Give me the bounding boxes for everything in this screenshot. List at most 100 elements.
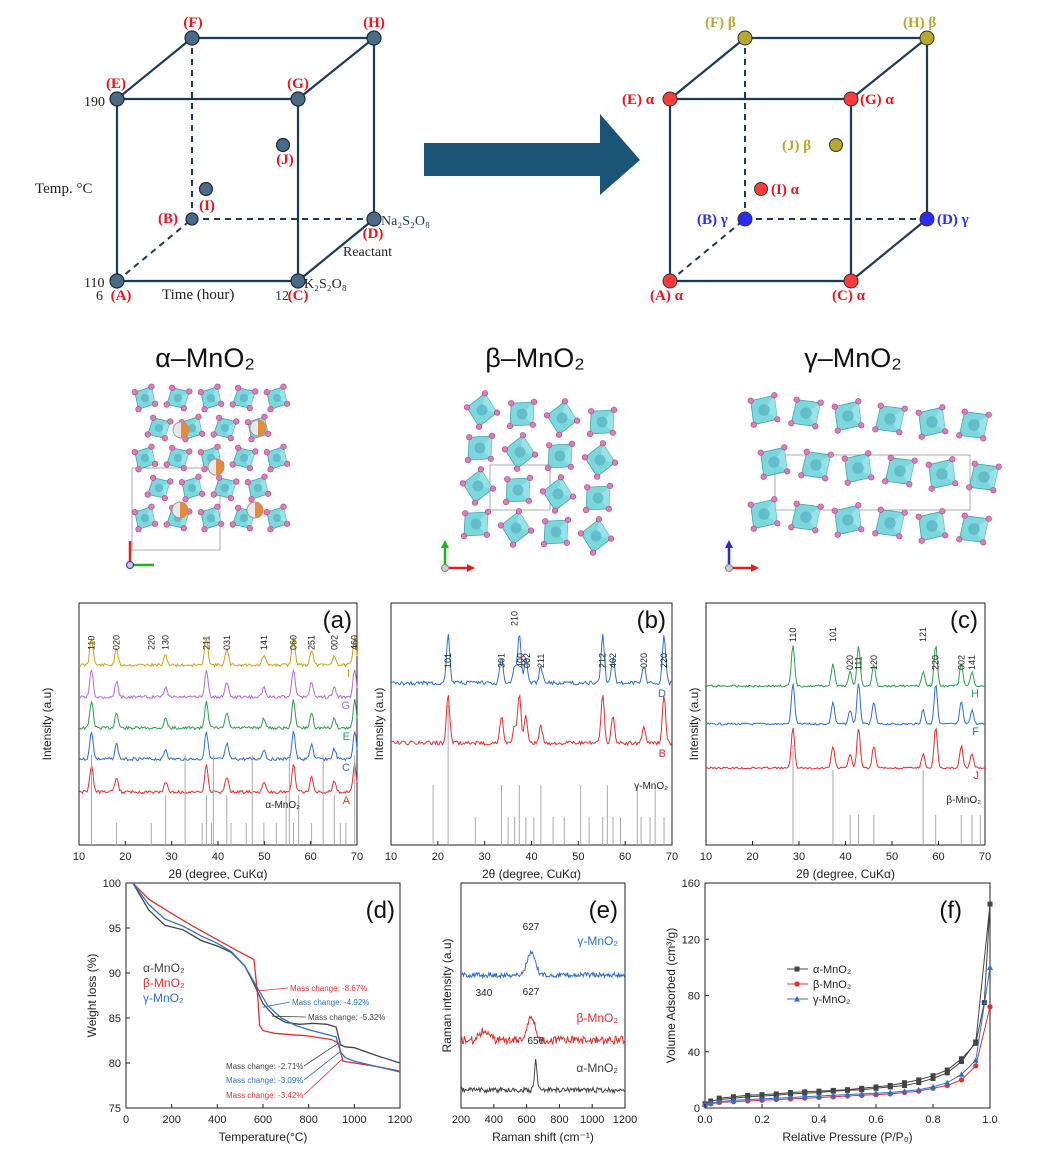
mn-atom — [926, 416, 938, 428]
o-atom — [152, 520, 159, 527]
octahedron-face — [602, 410, 614, 433]
mn-atom — [154, 423, 164, 433]
peak-label: 110 — [788, 628, 798, 642]
panel-label-f: (f) — [939, 897, 962, 924]
octahedron-face — [816, 454, 831, 479]
octahedron-face — [932, 407, 946, 432]
y-axis-label: Intensity (a.u) — [687, 688, 701, 761]
o-atom — [589, 549, 597, 556]
mn-atom — [272, 393, 282, 403]
x-tick-label: 1200 — [613, 1114, 637, 1126]
o-atom — [896, 429, 903, 436]
o-atom — [540, 540, 548, 548]
x-tick-label: 200 — [452, 1114, 470, 1126]
o-atom — [822, 475, 829, 482]
panel-label-a: (a) — [323, 607, 352, 634]
annotation-1: Mass change: -4.92% — [292, 998, 369, 1007]
y-axis-label: Intensity (a.u) — [40, 688, 54, 761]
o-atom — [990, 487, 997, 494]
peak-label: 002 — [956, 655, 966, 670]
octahedron-face — [984, 466, 999, 491]
o-atom — [985, 411, 992, 418]
y-tick-label: 160 — [682, 878, 700, 890]
o-atom — [150, 474, 157, 481]
o-atom — [569, 493, 577, 500]
o-atom — [774, 416, 781, 423]
mn-atom — [842, 410, 854, 422]
octahedron-face — [556, 520, 568, 543]
o-atom — [195, 473, 202, 480]
o-atom — [956, 432, 963, 439]
o-atom — [235, 504, 242, 511]
x-tick-label: 40 — [212, 851, 224, 863]
marker-triangle — [787, 1094, 794, 1100]
octahedron-face — [211, 506, 222, 524]
xrd-series-F — [705, 683, 985, 726]
x-tick-label: 200 — [162, 1114, 180, 1126]
octahedron-face — [159, 481, 171, 499]
mn-atom — [140, 393, 150, 403]
y-tick-label: 90 — [109, 968, 121, 980]
o-atom — [265, 490, 272, 497]
vertex-node — [919, 211, 935, 227]
vertex-label-E: (E) — [106, 76, 126, 92]
vertex-node-J — [829, 138, 843, 152]
o-atom — [788, 524, 795, 531]
marker-triangle — [716, 1098, 723, 1105]
xrd-series-G — [78, 668, 358, 700]
series-label-0: γ-MnO₂ — [577, 934, 618, 948]
series-label-H: H — [971, 688, 979, 700]
octahedron-face — [480, 436, 492, 459]
marker-triangle — [830, 1092, 837, 1098]
vertex-node — [919, 30, 935, 46]
o-atom — [504, 476, 511, 483]
o-atom — [784, 468, 791, 475]
o-atom — [577, 530, 585, 537]
o-atom — [148, 383, 155, 390]
o-atom — [605, 505, 612, 512]
mn-atom — [253, 483, 263, 493]
y-tick-label: 80 — [688, 991, 700, 1003]
annotation-0: Mass change: -8.67% — [290, 984, 367, 993]
vertex-node — [366, 211, 382, 227]
x-tick-label: 0.4 — [811, 1114, 826, 1126]
marker-square — [959, 1059, 964, 1065]
series-label-1: β-MnO₂ — [576, 1011, 618, 1025]
vertex-label-D: (D) — [363, 226, 384, 242]
o-atom — [261, 473, 268, 480]
o-atom — [233, 478, 240, 485]
panel-label-e: (e) — [589, 897, 618, 924]
mn-atom — [220, 423, 230, 433]
o-atom — [750, 525, 757, 532]
o-atom — [487, 455, 494, 462]
peak-label: 400 — [515, 653, 525, 668]
o-atom — [610, 406, 618, 414]
o-atom — [152, 460, 159, 467]
annotation-4: Mass change: -3.09% — [226, 1076, 303, 1085]
mn-atom — [554, 450, 566, 462]
raman-series-0 — [460, 949, 626, 980]
o-atom — [557, 474, 565, 481]
octahedron-face — [974, 518, 989, 543]
mn-atom — [206, 393, 216, 403]
o-atom — [581, 454, 589, 461]
marker-triangle — [987, 964, 993, 970]
series-label-D: D — [658, 688, 666, 700]
x-tick-label: 400 — [208, 1114, 226, 1126]
peak-label: 020 — [845, 655, 855, 670]
octahedron-face — [159, 421, 171, 439]
octahedron-face — [225, 481, 237, 499]
cube-edge — [850, 218, 928, 282]
x-tick-label: 600 — [517, 1114, 535, 1126]
o-atom — [261, 413, 268, 420]
o-atom — [611, 459, 619, 466]
octahedron-face — [858, 453, 872, 478]
mn-atom — [187, 483, 197, 493]
o-atom — [214, 383, 221, 390]
vertex-label-J: (J) β — [782, 138, 811, 154]
o-atom — [609, 429, 616, 436]
o-atom — [180, 465, 187, 472]
o-atom — [928, 485, 935, 492]
mn-atom — [220, 483, 230, 493]
